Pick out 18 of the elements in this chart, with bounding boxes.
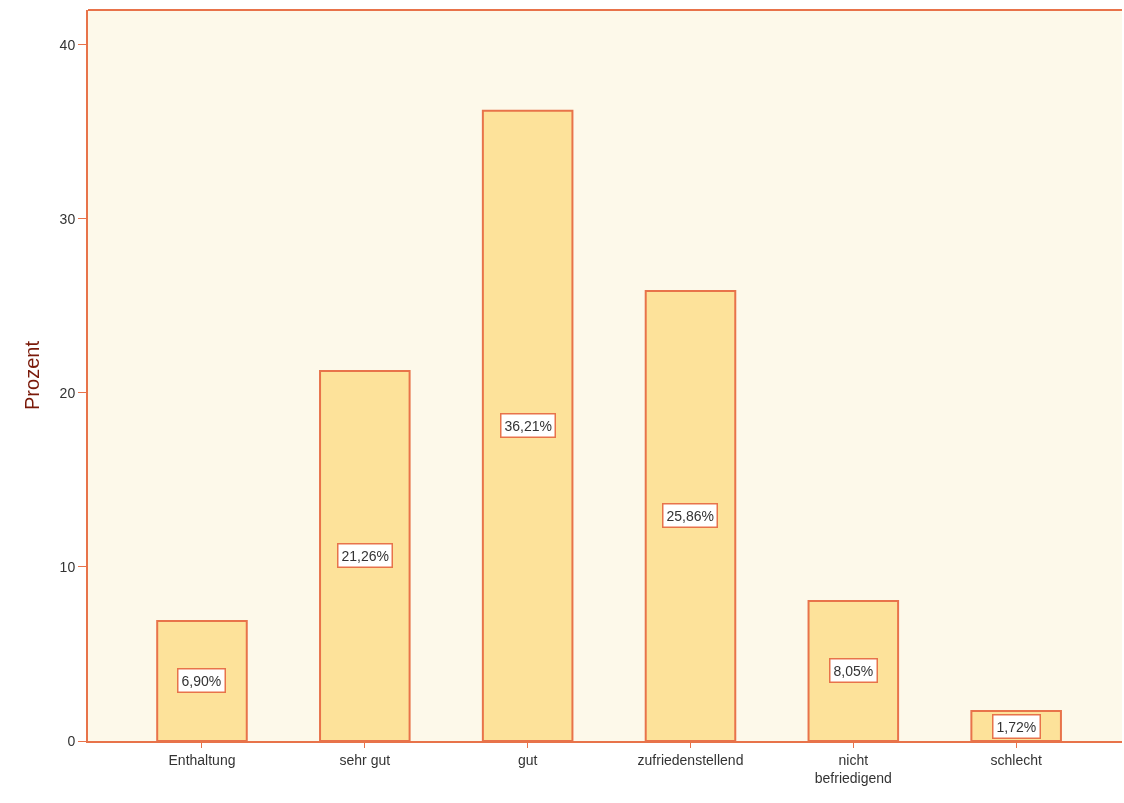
y-tick-label: 0: [67, 732, 76, 749]
x-tick-label: schlecht: [990, 751, 1042, 768]
x-tick-label: sehr gut: [339, 751, 391, 768]
x-tick-label: zufriedenstellend: [637, 751, 744, 768]
data-label: 25,86%: [666, 507, 714, 524]
y-tick-label: 20: [59, 384, 76, 401]
data-label: 36,21%: [504, 417, 552, 434]
data-label: 1,72%: [996, 718, 1037, 735]
data-label: 6,90%: [181, 672, 222, 689]
y-tick-label: 10: [59, 558, 76, 575]
x-tick-label: gut: [517, 751, 538, 768]
data-label: 21,26%: [341, 547, 389, 564]
y-axis-title: Prozent: [20, 340, 43, 410]
x-tick-label: nicht befriedigend: [814, 751, 892, 786]
y-tick-label: 30: [59, 210, 76, 227]
data-label: 8,05%: [833, 662, 874, 679]
y-tick-label: 40: [59, 36, 76, 53]
x-tick-label: Enthaltung: [168, 751, 236, 768]
